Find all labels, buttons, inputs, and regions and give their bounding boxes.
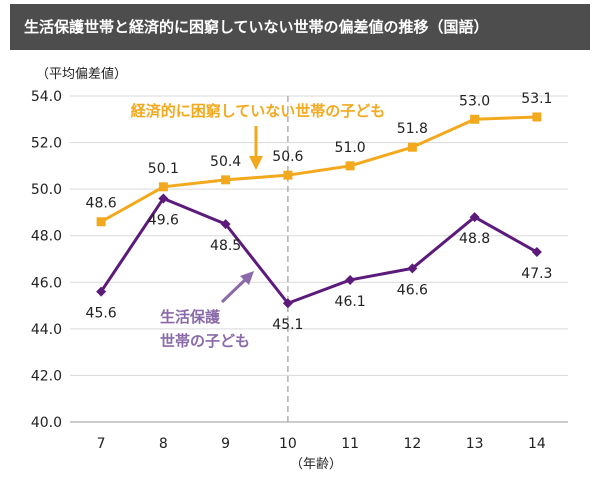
point-welfare — [345, 274, 356, 285]
series-line-not-poor — [100, 115, 537, 224]
data-label-welfare: 48.8 — [459, 231, 490, 247]
data-label-welfare: 46.1 — [335, 294, 366, 310]
x-tick-label: 8 — [159, 436, 168, 452]
y-tick-label: 44.0 — [31, 322, 62, 338]
x-tick-label: 10 — [279, 436, 297, 452]
series-layer — [96, 112, 542, 309]
point-welfare — [282, 298, 293, 309]
data-label-not-poor: 53.0 — [459, 93, 490, 109]
data-label-not-poor: 50.1 — [148, 161, 179, 177]
point-not-poor — [96, 217, 106, 227]
data-labels: 48.6 50.1 50.4 50.6 51.0 51.8 53.0 53.1 45.6 49.6… — [86, 91, 553, 333]
data-label-welfare: 48.5 — [210, 238, 241, 254]
point-welfare — [407, 263, 418, 274]
x-tick-label: 14 — [528, 436, 546, 452]
point-not-poor — [470, 114, 480, 124]
x-tick-label: 12 — [403, 436, 421, 452]
series-annotation-not-poor: 経済的に困窮していない世帯の子ども — [131, 102, 386, 120]
x-tick-label: 13 — [466, 436, 484, 452]
data-label-welfare: 46.6 — [397, 282, 428, 298]
data-label-not-poor: 48.6 — [86, 196, 117, 212]
y-tick-label: 50.0 — [31, 182, 62, 198]
x-tick-label: 11 — [341, 436, 359, 452]
y-tick-label: 54.0 — [31, 89, 62, 105]
point-not-poor — [283, 170, 293, 180]
y-axis-ticks: 40.0 42.0 44.0 46.0 48.0 50.0 52.0 54.0 — [31, 89, 62, 431]
point-not-poor — [221, 175, 231, 185]
point-welfare — [158, 193, 169, 204]
point-welfare — [531, 247, 542, 258]
annotation-arrowhead-welfare — [240, 271, 254, 285]
point-welfare — [220, 219, 231, 230]
data-label-welfare: 47.3 — [521, 266, 552, 282]
point-not-poor — [158, 182, 168, 192]
x-axis-title: （年齢） — [290, 457, 342, 472]
point-welfare — [469, 212, 480, 223]
series-annotation-welfare: 生活保護 — [160, 308, 221, 326]
y-tick-label: 40.0 — [31, 415, 62, 431]
data-label-welfare: 49.6 — [148, 212, 179, 228]
data-label-not-poor: 51.0 — [335, 140, 366, 156]
y-tick-label: 48.0 — [31, 229, 62, 245]
point-welfare — [96, 286, 107, 297]
y-axis-title: （平均偏差値） — [36, 66, 127, 82]
gridlines — [70, 95, 568, 423]
series-annotation-welfare: 世帯の子ども — [160, 332, 250, 350]
annotation-arrow-welfare — [220, 276, 249, 304]
data-label-welfare: 45.6 — [86, 306, 117, 322]
x-tick-label: 7 — [97, 436, 106, 452]
chart-title: 生活保護世帯と経済的に困窮していない世帯の偏差値の推移（国語） — [10, 4, 590, 50]
series-line-welfare — [99, 196, 538, 306]
y-tick-label: 46.0 — [31, 275, 62, 291]
x-tick-label: 9 — [221, 436, 230, 452]
point-not-poor — [345, 161, 355, 171]
point-not-poor — [407, 142, 417, 152]
data-label-not-poor: 50.6 — [272, 149, 303, 165]
data-label-not-poor: 51.8 — [397, 121, 428, 137]
y-tick-label: 52.0 — [31, 136, 62, 152]
data-label-not-poor: 50.4 — [210, 154, 241, 170]
point-not-poor — [532, 112, 542, 122]
annotation-arrowhead-not-poor — [249, 156, 263, 170]
y-tick-label: 42.0 — [31, 368, 62, 384]
x-axis-ticks: 7 8 9 10 11 12 13 14 — [97, 436, 546, 452]
data-label-welfare: 45.1 — [272, 317, 303, 333]
data-label-not-poor: 53.1 — [521, 91, 552, 107]
